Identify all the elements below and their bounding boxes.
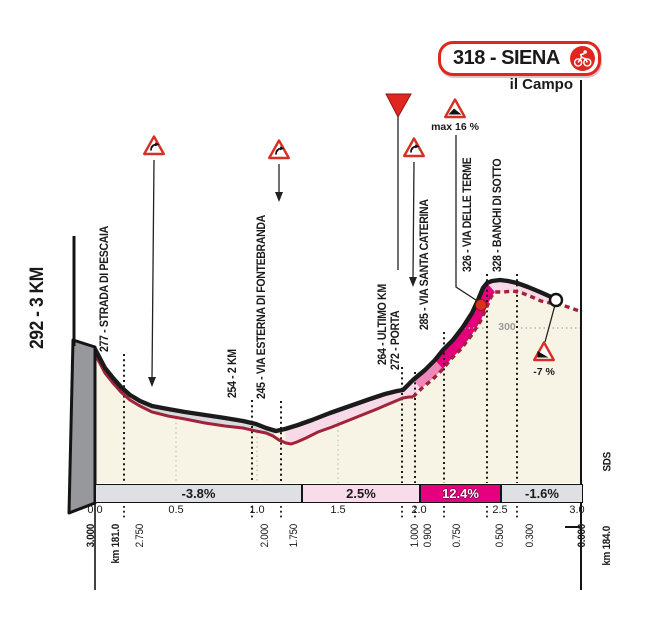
sds-credit: SDS — [602, 452, 614, 472]
distance-label: 0.000 — [576, 524, 588, 548]
waypoint-dotted-lines — [123, 274, 518, 483]
finish-badge-title: 318 - SIENA — [453, 47, 560, 69]
start-bar — [67, 338, 97, 515]
gradient-band: 2.5% — [302, 484, 420, 503]
last-km-flag-icon — [385, 93, 412, 119]
finish-location-label: il Campo — [509, 76, 573, 93]
gradient-band-label: 2.5% — [346, 486, 376, 501]
max-gradient-label: max 16 % — [431, 121, 479, 133]
km-gridlines — [175, 418, 339, 483]
waypoint-label: 285 - VIA SANTA CATERINA — [417, 199, 431, 330]
profile-dashed-line — [411, 289, 583, 399]
profile-line — [92, 277, 559, 434]
gradient-band: -1.6% — [501, 484, 583, 503]
gradient-band-label: -1.6% — [525, 486, 559, 501]
curve-warning-icon — [142, 135, 166, 156]
curve-warning-icon — [403, 137, 425, 158]
distance-label: 2.750 — [134, 524, 146, 548]
axis-tick: 0.0 — [87, 504, 103, 516]
max-gradient-dot — [475, 299, 487, 311]
steep-climb-warning-icon — [444, 98, 466, 119]
axis-tick: 0.5 — [168, 504, 184, 516]
final-descent-label: -7 % — [533, 366, 555, 378]
axis-tick-dots — [123, 506, 518, 518]
distance-label: 1.000 — [409, 524, 421, 548]
waypoint-label: 277 - STRADA DI PESCAIA — [97, 226, 111, 352]
curve-warning-icon — [268, 139, 290, 160]
profile-area-fill — [95, 280, 582, 483]
climb-ribbon-light — [285, 380, 421, 444]
axis-tick: 1.0 — [249, 504, 265, 516]
climb-ribbon-medium — [413, 360, 443, 389]
gradient-band: 12.4% — [420, 484, 501, 503]
distance-label: 0.900 — [422, 524, 434, 548]
start-km-label: 292 - 3 KM — [27, 267, 48, 349]
axis-tick: 2.5 — [492, 504, 508, 516]
profile-underline — [93, 353, 413, 446]
waypoint-label: 245 - VIA ESTERNA DI FONTEBRANDA — [254, 215, 268, 399]
distance-label: km 181.0 — [110, 524, 122, 564]
distance-label: 0.300 — [524, 524, 536, 548]
distance-label: km 184.0 — [601, 526, 613, 566]
gradient-band: -3.8% — [95, 484, 302, 503]
gradient-band-label: 12.4% — [442, 486, 479, 501]
waypoint-label: 328 - BANCHI DI SOTTO — [490, 158, 504, 272]
finish-badge: 318 - SIENA — [438, 41, 601, 76]
gradient-band-label: -3.8% — [181, 486, 216, 501]
waypoint-label: 326 - VIA DELLE TERME — [460, 157, 474, 272]
axis-tick: 3.0 — [569, 504, 585, 516]
axis-tick: 2.0 — [411, 504, 427, 516]
elevation-300-label: 300 — [498, 321, 516, 333]
distance-label: 0.500 — [494, 524, 506, 548]
cyclist-icon — [570, 46, 595, 71]
waypoint-label: 254 - 2 KM — [225, 349, 239, 398]
waypoint-label: 272 - PORTA — [388, 310, 402, 370]
distance-label: 2.000 — [259, 524, 271, 548]
distance-label: 3.000 — [85, 524, 97, 548]
arrow-heads — [148, 192, 417, 387]
finish-descent-dot — [548, 292, 564, 308]
distance-label: 1.750 — [288, 524, 300, 548]
leader-lines — [151, 116, 556, 380]
distance-label: 0.750 — [451, 524, 463, 548]
axis-tick: 1.5 — [330, 504, 346, 516]
